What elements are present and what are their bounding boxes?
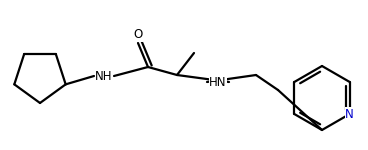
Text: NH: NH <box>95 69 113 82</box>
Text: N: N <box>345 108 354 120</box>
Text: O: O <box>133 28 143 42</box>
Text: HN: HN <box>209 75 227 88</box>
